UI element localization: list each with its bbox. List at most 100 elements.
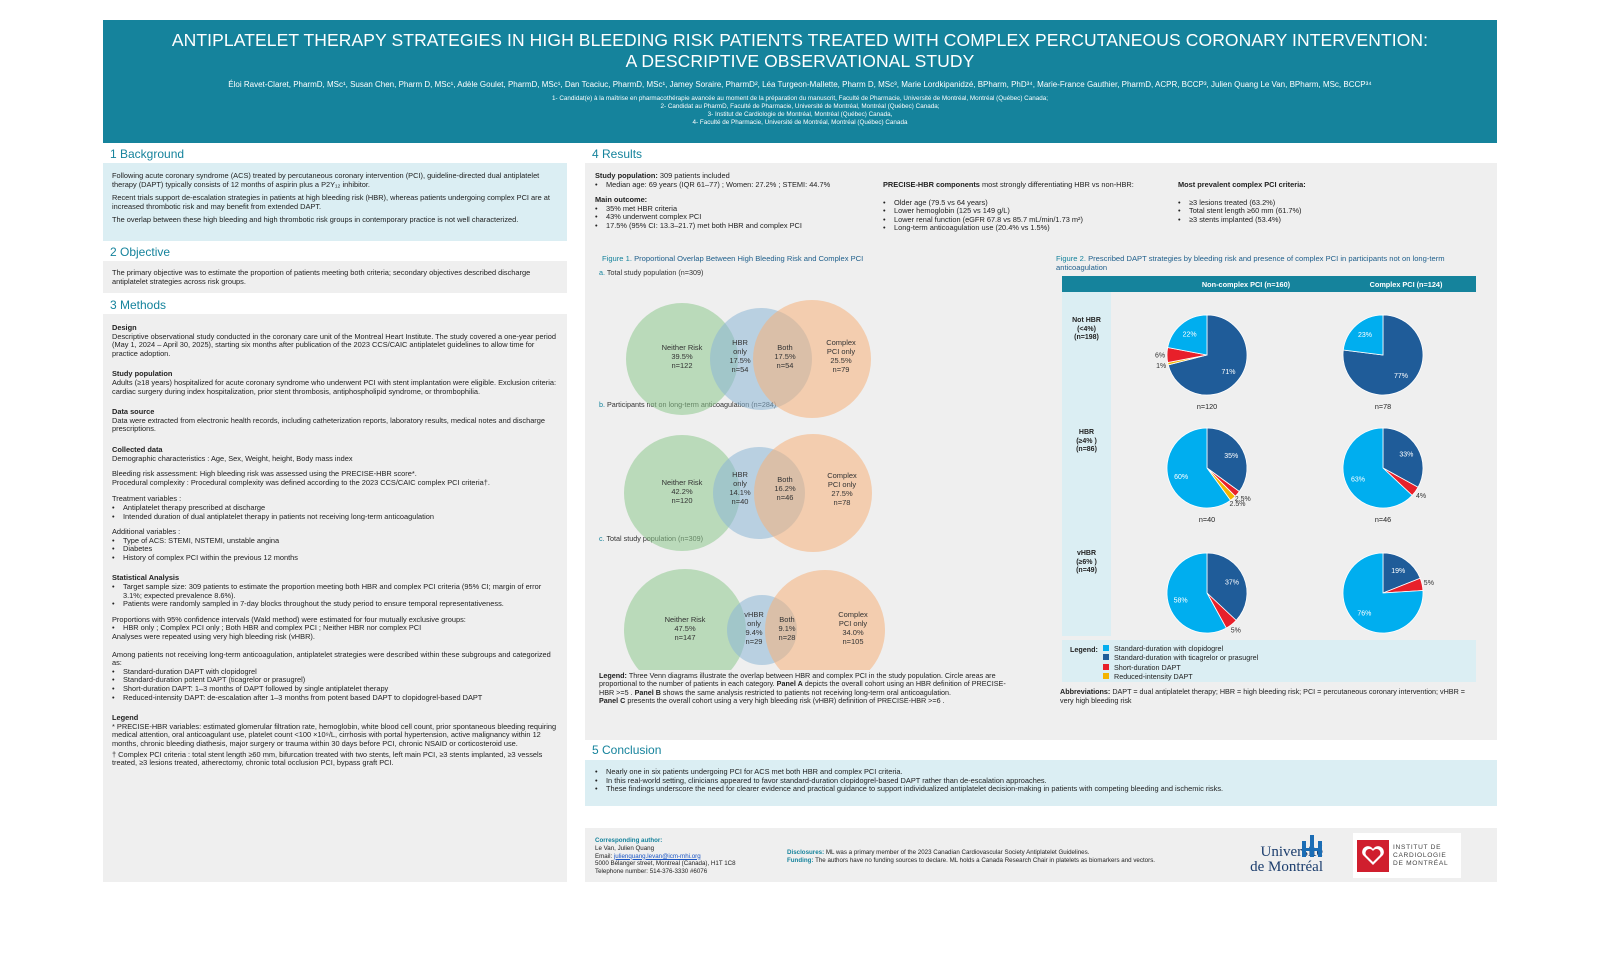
pie-label: 71%: [1221, 369, 1235, 376]
objective-box: The primary objective was to estimate th…: [103, 261, 567, 293]
collected-procedural: Procedural complexity : Procedural compl…: [112, 477, 490, 487]
methods-population: Study population Adults (≥18 years) hospi…: [112, 370, 558, 396]
venn-text-neither: Neither Risk 47.5% n=147: [665, 615, 706, 642]
legend-item: Short-duration DAPT: [1103, 663, 1258, 672]
methods-box: Design Descriptive observational study co…: [103, 314, 567, 882]
list-item: Older age (79.5 vs 64 years): [883, 198, 1163, 208]
legend-panel-a-text: depicts the overall cohort using an HBR …: [599, 679, 1006, 697]
collected-bleeding: Bleeding risk assessment: High bleeding …: [112, 469, 417, 479]
poster-title: ANTIPLATELET THERAPY STRATEGIES IN HIGH …: [103, 20, 1497, 72]
pie-slice: [1382, 427, 1424, 488]
outcome-list: 35% met HBR criteria 43% underwent compl…: [595, 204, 875, 231]
legend-heading: Legend: [112, 713, 139, 723]
pie-chart: 77% 23% n=78: [1342, 314, 1424, 411]
pie-n-label: n=46: [1375, 515, 1391, 524]
list-item: Short-duration DAPT: 1–3 months of DAPT …: [112, 684, 558, 694]
affiliation-2: 2- Candidat au PharmD, Faculté de Pharma…: [660, 103, 940, 110]
figure-2-title: Prescribed DAPT strategies by bleeding r…: [1056, 254, 1445, 272]
population-label: Study population:: [595, 171, 658, 180]
legend-items: Standard-duration with clopidogrel Stand…: [1103, 644, 1258, 681]
figure-1-legend: Legend: Three Venn diagrams illustrate t…: [599, 671, 1019, 706]
pie-label: 4%: [1416, 493, 1426, 500]
row-label: (n=49): [1076, 567, 1097, 574]
list-item: In this real-world setting, clinicians a…: [595, 776, 1487, 786]
legend-swatch: [1103, 645, 1109, 651]
pie-label: 1%: [1156, 363, 1166, 370]
list-item: Type of ACS: STEMI, NSTEMI, unstable ang…: [112, 536, 558, 546]
pie-slice: [1342, 314, 1424, 396]
list-item: Antiplatelet therapy prescribed at disch…: [112, 503, 558, 513]
icm-line-1: INSTITUT DE: [1393, 844, 1442, 851]
venn-text-neither: Neither Risk 42.2% n=120: [662, 478, 703, 505]
legend-text: Standard-duration with clopidogrel: [1114, 644, 1224, 653]
treatment-list: Antiplatelet therapy prescribed at disch…: [112, 503, 558, 521]
venn-circle-complex: [754, 434, 872, 552]
figure-2-caption: Figure 2. Prescribed DAPT strategies by …: [1056, 254, 1476, 272]
funding-label: Funding:: [787, 857, 814, 864]
pie-chart: 33% 4% 63% n=46: [1342, 427, 1426, 524]
udem-emblem-icon: [1302, 835, 1322, 857]
list-item: 17.5% (95% CI: 13.3–21.7) met both HBR a…: [595, 221, 875, 231]
additional-list: Type of ACS: STEMI, NSTEMI, unstable ang…: [112, 536, 558, 563]
author-email: Email: julienquang.levan@icm-mhi.org: [595, 853, 736, 861]
treatment-heading: Treatment variables :: [112, 494, 182, 504]
legend-item: Reduced-intensity DAPT: [1103, 672, 1258, 681]
methods-proportions: Proportions with 95% confidence interval…: [112, 615, 558, 642]
row-header-not-hbr: Not HBR (<4%) (n=198): [1062, 317, 1111, 343]
figure-2-row-header-column: [1062, 292, 1111, 636]
email-link[interactable]: julienquang.levan@icm-mhi.org: [613, 852, 701, 860]
precise-text: most strongly differentiating HBR vs non…: [979, 180, 1134, 189]
list-item: 35% met HBR criteria: [595, 204, 875, 214]
row-label: vHBR: [1076, 550, 1097, 557]
results-precise: PRECISE-HBR components most strongly dif…: [883, 180, 1163, 233]
abbreviations-label: Abbreviations:: [1060, 687, 1111, 696]
figure-1-label: Figure 1.: [602, 254, 632, 263]
pie-label: 6%: [1155, 353, 1165, 360]
figure-2-pie-charts: 71% 1% 6% 22% n=120 77% 23% n=78 35% 2.5%2.5% 60% n…: [1155, 314, 1434, 642]
conclusion-heading: 5 Conclusion: [592, 743, 662, 757]
collected-heading: Collected data: [112, 444, 163, 454]
email-label: Email:: [595, 852, 614, 860]
list-item: Reduced-intensity DAPT: de-escalation af…: [112, 693, 558, 703]
methods-additional: Additional variables : Type of ACS: STEM…: [112, 527, 558, 563]
data-source-text: Data were extracted from electronic heal…: [112, 415, 545, 434]
list-item: Target sample size: 309 patients to esti…: [112, 582, 558, 600]
pie-n-label: n=78: [1375, 402, 1391, 411]
legend-text: Reduced-intensity DAPT: [1114, 671, 1193, 681]
population-list: Median age: 69 years (IQR 61–77) ; Women…: [595, 180, 875, 190]
conclusion-list: Nearly one in six patients undergoing PC…: [595, 767, 1487, 794]
figure-1-caption: Figure 1. Proportional Overlap Between H…: [602, 254, 863, 263]
venn-c: Neither Risk 47.5% n=147 vHBR only 9.4% n=29 …: [624, 569, 885, 670]
legend-text: Three Venn diagrams illustrate the overl…: [599, 671, 996, 689]
pie-slice: [1167, 314, 1248, 396]
corresponding-author: Corresponding author: Le Van, Julien Qua…: [595, 837, 736, 876]
legend-swatch: [1103, 672, 1109, 679]
methods-design: Design Descriptive observational study co…: [112, 323, 558, 358]
legend-precise-hbr: * PRECISE-HBR variables: estimated glome…: [112, 721, 557, 748]
list-item: HBR only ; Complex PCI only ; Both HBR a…: [112, 624, 558, 633]
venn-circle-neither: [624, 569, 746, 670]
panel-letter: c.: [599, 534, 605, 543]
footer-box: Corresponding author: Le Van, Julien Qua…: [585, 828, 1497, 882]
design-heading: Design: [112, 323, 137, 332]
header-banner: ANTIPLATELET THERAPY STRATEGIES IN HIGH …: [103, 20, 1497, 143]
column-header-noncomplex: Non-complex PCI (n=160): [1201, 280, 1291, 289]
stats-list: Target sample size: 309 patients to esti…: [112, 582, 558, 609]
funding-text: The authors have no funding sources to d…: [813, 857, 1156, 864]
background-box: Following acute coronary syndrome (ACS) …: [103, 163, 567, 241]
author-address: 5000 Bélanger street, Montreal (Canada),…: [595, 860, 736, 868]
pie-label: 2.5%: [1230, 501, 1246, 508]
list-item: Total stent length ≥60 mm (61.7%): [1178, 207, 1398, 216]
venn-text-hbr-only: HBR only 14.1% n=40: [729, 470, 751, 506]
methods-strategies: Among patients not receiving long-term a…: [112, 650, 558, 703]
pie-label: 2.5%: [1235, 496, 1251, 503]
list-item: Patients were randomly sampled in 7-day …: [112, 600, 558, 609]
pie-slice: [1167, 314, 1208, 356]
pie-chart: 19%5%76%n=21: [1342, 552, 1434, 642]
data-source-heading: Data source: [112, 407, 155, 417]
venn-text-complex-only: Complex PCI only 27.5% n=78: [827, 471, 857, 507]
pie-slice: [1166, 552, 1227, 634]
author-list: Éloi Ravet-Claret, PharmD, MSc¹, Susan C…: [228, 80, 1372, 89]
legend-panel-b-text: shows the same analysis restricted to pa…: [660, 687, 951, 697]
venn-circle-complex: [753, 300, 871, 418]
